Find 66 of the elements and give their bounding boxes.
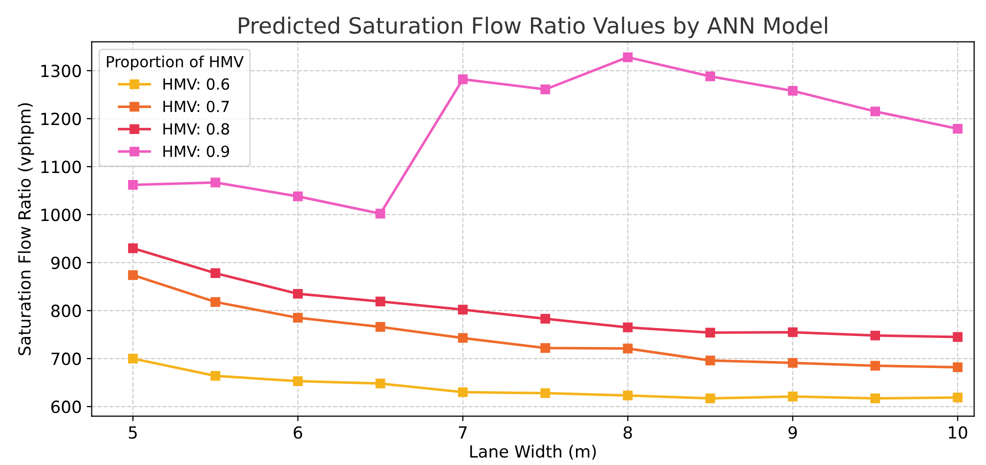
point <box>622 344 633 354</box>
point <box>210 268 220 278</box>
point <box>210 371 220 381</box>
point <box>293 312 303 323</box>
point <box>458 333 468 343</box>
legend-label: HMV: 0.9 <box>163 146 230 158</box>
point <box>540 343 550 353</box>
point <box>458 74 468 84</box>
point <box>705 328 716 338</box>
point <box>293 376 303 386</box>
point <box>375 322 386 332</box>
y-axis-title: Saturation Flow Ratio (vphpm) <box>18 103 34 356</box>
point <box>952 124 963 134</box>
point <box>293 192 303 202</box>
point <box>128 243 138 254</box>
y-tick-label: 1200 <box>41 112 81 126</box>
point <box>952 392 963 402</box>
point <box>952 332 963 342</box>
y-tick-label: 1000 <box>41 208 81 222</box>
point <box>375 208 386 219</box>
legend-title: Proportion of HMV <box>106 56 244 70</box>
point <box>788 392 798 402</box>
y-tick-label: 600 <box>51 400 81 414</box>
y-tick-label: 900 <box>51 256 81 270</box>
point <box>458 304 468 314</box>
point <box>705 356 716 366</box>
x-tick-label: 5 <box>128 426 137 439</box>
point <box>870 394 880 404</box>
y-tick-label: 1100 <box>41 160 81 174</box>
legend-label: HMV: 0.7 <box>163 100 229 112</box>
point <box>458 387 468 398</box>
x-tick-label: 6 <box>294 426 302 439</box>
point <box>870 330 880 340</box>
y-tick-label: 800 <box>51 304 81 318</box>
legend-label: HMV: 0.6 <box>163 78 230 90</box>
point <box>210 297 220 307</box>
point <box>952 362 963 372</box>
point <box>375 296 386 306</box>
point <box>870 106 880 116</box>
x-axis-title: Lane Width (m) <box>470 444 596 460</box>
x-tick-label: 10 <box>948 426 968 439</box>
point <box>705 394 716 404</box>
point <box>128 270 138 280</box>
point <box>788 358 798 368</box>
point <box>870 360 880 371</box>
point <box>540 314 550 324</box>
point <box>788 86 798 96</box>
legend-label: HMV: 0.8 <box>163 123 230 135</box>
x-tick-label: 9 <box>788 426 797 439</box>
point <box>622 52 633 62</box>
point <box>375 378 386 388</box>
x-tick-label: 7 <box>458 426 467 439</box>
point <box>210 178 220 188</box>
point <box>705 72 716 82</box>
point <box>540 84 550 94</box>
y-tick-label: 700 <box>52 352 81 366</box>
point <box>622 322 633 332</box>
point <box>128 180 138 190</box>
point <box>788 327 798 338</box>
x-tick-label: 8 <box>624 426 632 439</box>
chart-title: Predicted Saturation Flow Ratio Values by ANN Model <box>238 16 828 38</box>
point <box>293 288 303 299</box>
point <box>540 388 550 398</box>
y-tick-label: 1300 <box>41 64 81 78</box>
point <box>622 390 633 400</box>
point <box>128 354 138 364</box>
